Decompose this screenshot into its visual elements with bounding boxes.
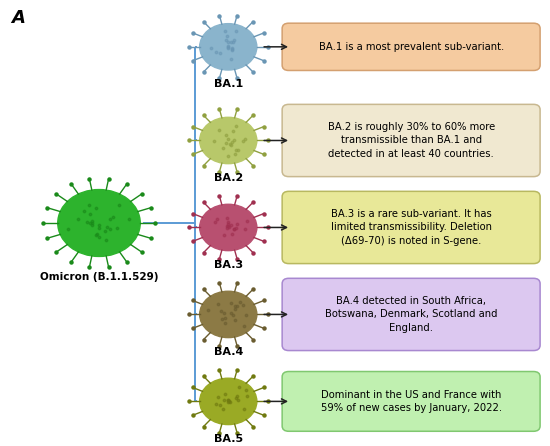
Circle shape xyxy=(200,117,257,164)
Text: BA.4: BA.4 xyxy=(213,347,243,356)
Circle shape xyxy=(58,190,140,256)
Text: BA.4 detected in South Africa,
Botswana, Denmark, Scotland and
England.: BA.4 detected in South Africa, Botswana,… xyxy=(325,296,497,333)
Text: Dominant in the US and France with
59% of new cases by January, 2022.: Dominant in the US and France with 59% o… xyxy=(321,390,502,413)
Text: Omicron (B.1.1.529): Omicron (B.1.1.529) xyxy=(40,272,158,282)
Text: A: A xyxy=(11,9,25,27)
Circle shape xyxy=(200,291,257,338)
FancyBboxPatch shape xyxy=(282,191,540,264)
Text: BA.1 is a most prevalent sub-variant.: BA.1 is a most prevalent sub-variant. xyxy=(318,42,504,52)
Circle shape xyxy=(200,204,257,251)
Text: BA.2 is roughly 30% to 60% more
transmissible than BA.1 and
detected in at least: BA.2 is roughly 30% to 60% more transmis… xyxy=(327,122,495,159)
Text: BA.5: BA.5 xyxy=(214,434,243,443)
FancyBboxPatch shape xyxy=(282,278,540,351)
Circle shape xyxy=(200,24,257,70)
Text: BA.2: BA.2 xyxy=(213,173,243,182)
Text: BA.3 is a rare sub-variant. It has
limited transmissibility. Deletion
(Δ69-70) i: BA.3 is a rare sub-variant. It has limit… xyxy=(331,209,492,246)
Circle shape xyxy=(200,378,257,425)
Text: BA.1: BA.1 xyxy=(213,79,243,89)
FancyBboxPatch shape xyxy=(282,104,540,177)
FancyBboxPatch shape xyxy=(282,372,540,431)
FancyBboxPatch shape xyxy=(282,23,540,70)
Text: BA.3: BA.3 xyxy=(214,260,243,269)
